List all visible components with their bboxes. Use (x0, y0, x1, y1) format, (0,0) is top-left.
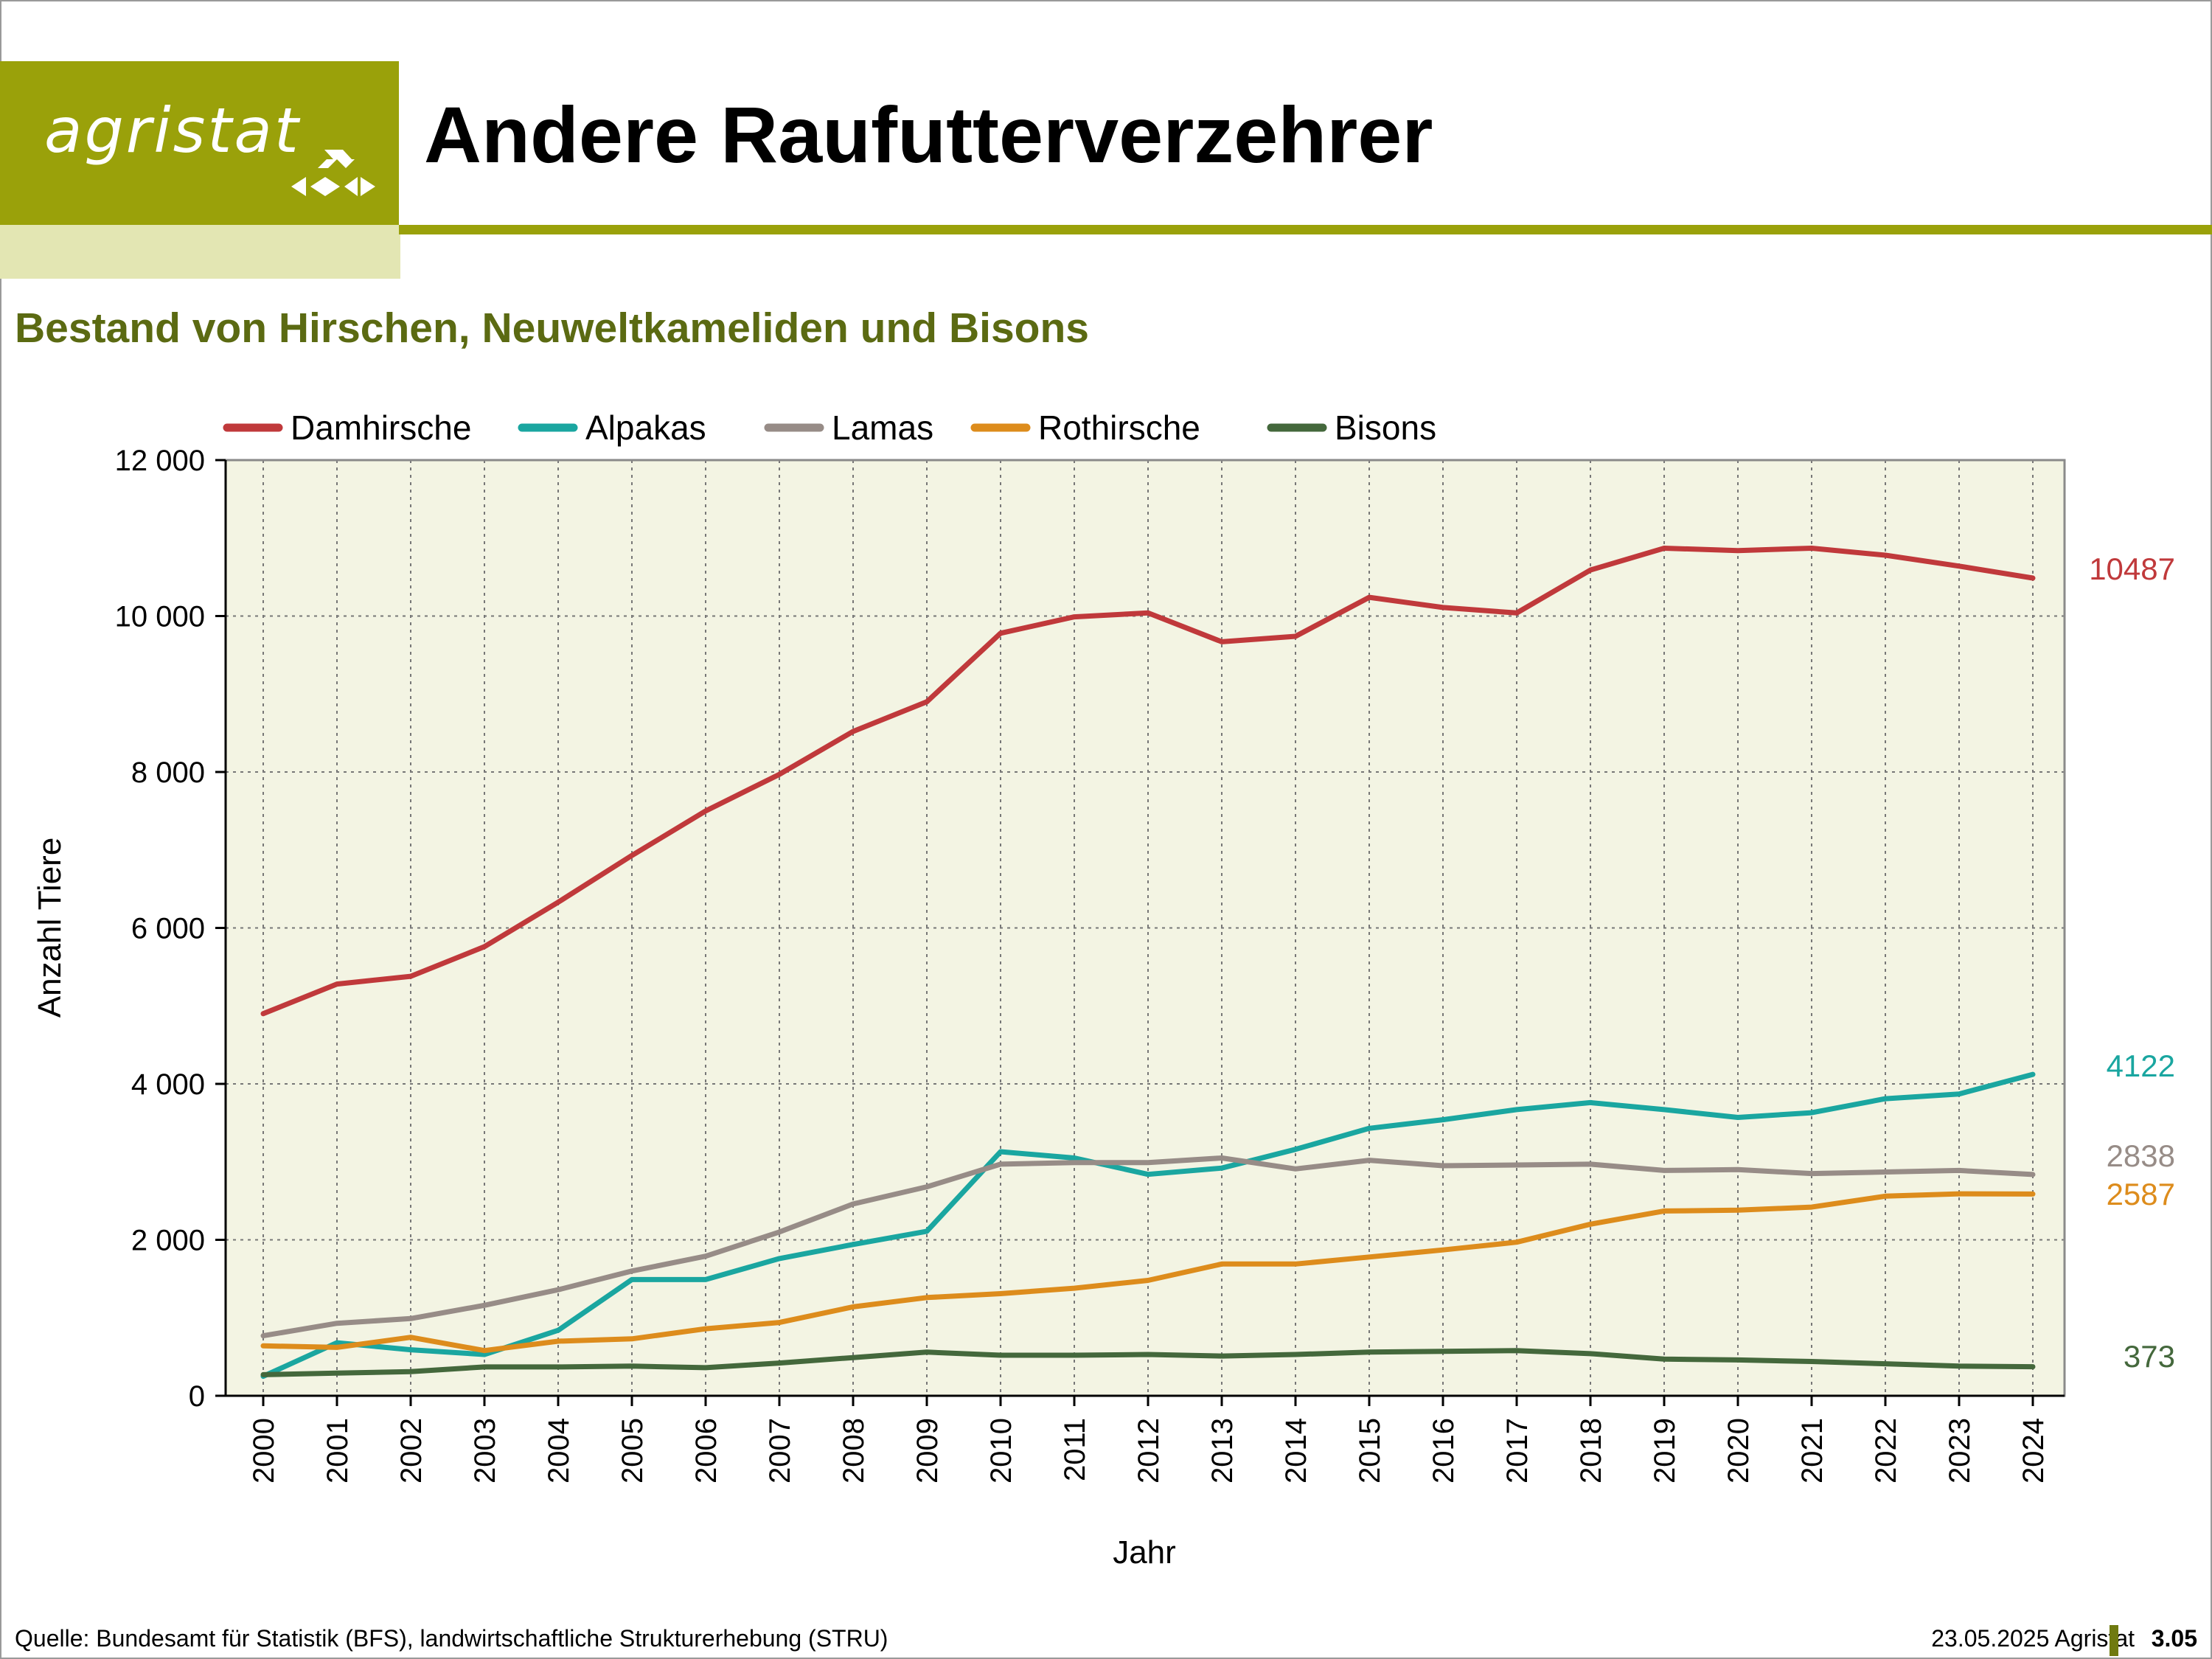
legend-label: Rothirsche (1038, 408, 1200, 447)
series-line-rothirsche (260, 1191, 2036, 1354)
x-tick-label: 2001 (321, 1418, 354, 1484)
series-line-lamas (260, 1155, 2036, 1339)
series-line-bisons (260, 1348, 2036, 1377)
y-tick-label: 10 000 (115, 601, 205, 633)
x-tick-label: 2017 (1501, 1418, 1534, 1484)
y-tick-label: 12 000 (115, 445, 205, 477)
logo-banner (0, 61, 399, 225)
y-axis-title: Anzahl Tiere (32, 838, 68, 1018)
series-line-damhirsche (260, 546, 2036, 1017)
x-tick-label: 2011 (1059, 1418, 1091, 1481)
x-tick-label: 2000 (248, 1418, 280, 1484)
legend-label: Damhirsche (291, 408, 471, 447)
end-value-label: 10487 (2089, 552, 2175, 586)
legend-label: Bisons (1335, 408, 1436, 447)
agristat-logo-text: agristat (44, 94, 301, 167)
x-tick-label: 2009 (911, 1418, 944, 1484)
end-value-label: 2587 (2107, 1177, 2175, 1211)
x-tick-label: 2012 (1133, 1418, 1165, 1484)
x-tick-label: 2015 (1354, 1418, 1386, 1484)
legend-label: Lamas (832, 408, 933, 447)
x-tick-label: 2003 (469, 1418, 501, 1484)
x-axis-title: Jahr (1113, 1534, 1176, 1571)
x-tick-label: 2022 (1870, 1418, 1902, 1484)
page-title: Andere Raufutterverzehrer (424, 90, 1433, 179)
x-tick-label: 2005 (616, 1418, 649, 1484)
plot-area (226, 460, 2065, 1396)
x-tick-label: 2019 (1649, 1418, 1681, 1484)
page-number: 3.05 (2151, 1625, 2197, 1652)
end-value-label: 2838 (2107, 1138, 2175, 1173)
x-tick-label: 2023 (1944, 1418, 1976, 1484)
y-tick-label: 2 000 (131, 1225, 205, 1257)
x-tick-label: 2014 (1280, 1418, 1312, 1484)
x-tick-label: 2021 (1796, 1418, 1829, 1484)
footer-divider (2110, 1625, 2118, 1656)
x-tick-label: 2018 (1575, 1418, 1607, 1484)
chart-title: Bestand von Hirschen, Neuweltkameliden u… (15, 305, 1089, 352)
x-tick-label: 2008 (838, 1418, 870, 1484)
agristat-logo-icon (291, 150, 375, 196)
footer-date: 23.05.2025 Agristat (1931, 1625, 2135, 1652)
legend-label: Alpakas (585, 408, 706, 447)
y-tick-label: 8 000 (131, 757, 205, 789)
x-tick-label: 2006 (690, 1418, 723, 1484)
x-tick-label: 2024 (2017, 1418, 2050, 1484)
source-note: Quelle: Bundesamt für Statistik (BFS), l… (15, 1625, 888, 1652)
series-line-alpakas (260, 1071, 2036, 1380)
x-tick-label: 2016 (1427, 1418, 1460, 1484)
y-tick-label: 0 (189, 1380, 205, 1413)
x-tick-label: 2002 (395, 1418, 428, 1484)
x-tick-label: 2010 (985, 1418, 1018, 1484)
title-divider (399, 225, 2212, 234)
y-tick-label: 6 000 (131, 913, 205, 945)
x-tick-label: 2020 (1722, 1418, 1755, 1484)
logo-underbar (0, 225, 400, 279)
end-value-label: 4122 (2107, 1048, 2175, 1083)
end-value-label: 373 (2124, 1339, 2175, 1374)
x-tick-label: 2004 (543, 1418, 575, 1484)
y-tick-label: 4 000 (131, 1068, 205, 1101)
x-tick-label: 2013 (1206, 1418, 1239, 1484)
x-tick-label: 2007 (764, 1418, 796, 1484)
